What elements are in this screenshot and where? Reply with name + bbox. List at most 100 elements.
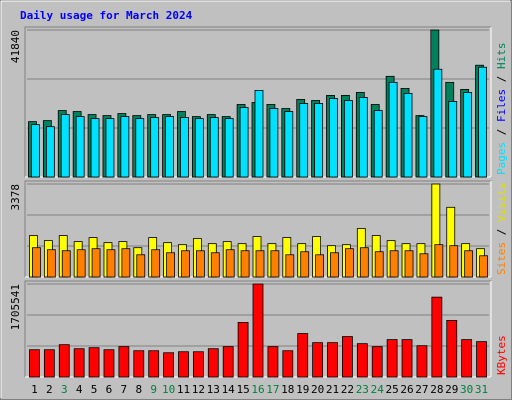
bar <box>419 253 429 278</box>
x-tick-label: 6 <box>106 383 113 396</box>
bar <box>446 319 458 378</box>
x-tick-label: 31 <box>475 383 488 396</box>
bar <box>314 103 324 178</box>
x-tick-label: 16 <box>251 383 264 396</box>
x-tick-label: 26 <box>400 383 413 396</box>
bar <box>434 244 444 278</box>
bar <box>60 114 70 178</box>
bar <box>312 342 324 378</box>
bar <box>431 296 443 378</box>
bar <box>135 118 145 178</box>
y-tick-label: 1705541 <box>9 284 22 330</box>
x-tick-label: 25 <box>386 383 399 396</box>
x-tick-label: 19 <box>296 383 309 396</box>
bar <box>151 249 161 278</box>
bar <box>88 347 100 378</box>
bar <box>388 81 398 178</box>
bar <box>61 250 71 278</box>
bar <box>345 248 354 278</box>
legend-entry: Sites <box>495 242 508 275</box>
bar <box>192 351 204 378</box>
bar <box>103 349 115 378</box>
bar <box>285 254 295 278</box>
x-tick-label: 3 <box>61 383 68 396</box>
bar <box>252 283 264 378</box>
bar <box>401 339 413 378</box>
bar <box>344 100 353 178</box>
bar <box>76 249 86 278</box>
bar <box>75 116 85 178</box>
bar <box>464 250 474 278</box>
legend-entry: KBytes <box>495 335 508 375</box>
y-tick-label: 41840 <box>9 30 22 63</box>
chart-title: Daily usage for March 2024 <box>20 9 193 22</box>
x-tick-label: 22 <box>341 383 354 396</box>
bar <box>449 245 459 278</box>
bar <box>58 344 70 378</box>
x-tick-label: 1 <box>31 383 38 396</box>
bar <box>181 250 190 278</box>
x-tick-label: 5 <box>91 383 98 396</box>
bar <box>91 248 101 278</box>
bar <box>416 345 428 378</box>
bar <box>105 118 115 178</box>
x-tick-label: 14 <box>222 383 236 396</box>
bar <box>404 250 414 278</box>
bar <box>133 350 145 378</box>
legend: KBytes <box>495 335 508 375</box>
legend: Pages / Files / Hits <box>495 43 508 176</box>
bar <box>224 118 234 178</box>
bar <box>195 250 205 278</box>
bar <box>403 93 413 178</box>
bar <box>165 116 174 178</box>
x-tick-label: 17 <box>266 383 279 396</box>
bar <box>29 349 40 378</box>
bar <box>461 339 473 378</box>
bar <box>46 249 56 278</box>
bar <box>73 348 85 378</box>
bar <box>386 339 398 378</box>
legend-separator: / <box>495 222 508 242</box>
legend-separator: / <box>495 122 508 142</box>
bar <box>448 101 458 178</box>
bar <box>178 351 189 378</box>
bar <box>31 124 40 178</box>
bar <box>356 343 368 378</box>
bar <box>371 346 383 378</box>
bar <box>120 116 130 178</box>
bar <box>373 110 383 178</box>
bar <box>222 346 234 378</box>
bar <box>121 248 131 278</box>
bar <box>32 247 41 278</box>
bar <box>389 250 399 278</box>
legend-entry: Hits <box>495 43 508 70</box>
bar <box>210 252 220 278</box>
bar <box>194 118 204 178</box>
bar <box>315 254 325 278</box>
bar <box>240 250 250 278</box>
x-tick-label: 9 <box>150 383 157 396</box>
x-tick-label: 27 <box>415 383 428 396</box>
legend-entry: Visits <box>495 182 508 222</box>
x-tick-label: 7 <box>121 383 128 396</box>
bar <box>433 68 443 178</box>
bar <box>297 333 309 378</box>
legend-entry: Pages <box>495 142 508 175</box>
bar <box>106 249 116 278</box>
x-tick-label: 13 <box>207 383 220 396</box>
bar <box>282 350 294 378</box>
bar <box>342 336 353 378</box>
x-tick-label: 2 <box>46 383 53 396</box>
bar <box>255 250 265 278</box>
x-tick-label: 28 <box>430 383 443 396</box>
y-tick-label: 3378 <box>9 184 22 211</box>
bar <box>330 252 339 278</box>
bar <box>225 249 235 278</box>
bar <box>299 103 309 178</box>
bar <box>166 252 175 278</box>
bar <box>300 251 310 278</box>
x-tick-label: 10 <box>162 383 175 396</box>
bar <box>43 349 55 378</box>
x-tick-label: 8 <box>135 383 142 396</box>
